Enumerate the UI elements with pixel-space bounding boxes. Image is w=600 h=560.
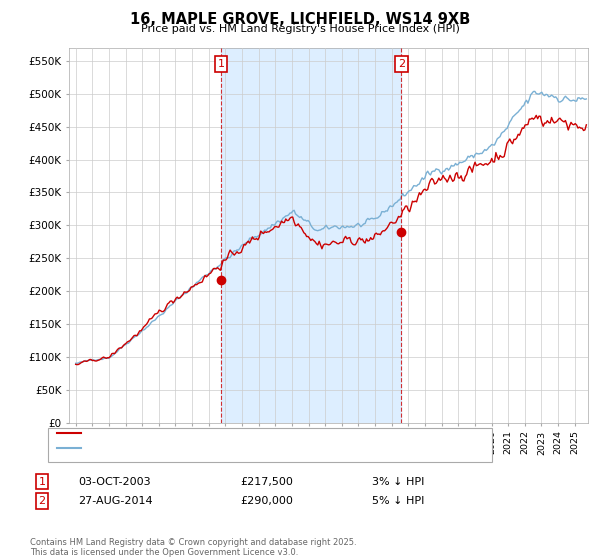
Text: 16, MAPLE GROVE, LICHFIELD, WS14 9XB (detached house): 16, MAPLE GROVE, LICHFIELD, WS14 9XB (de… — [86, 428, 396, 438]
Text: £217,500: £217,500 — [240, 477, 293, 487]
Text: 5% ↓ HPI: 5% ↓ HPI — [372, 496, 424, 506]
Text: 2: 2 — [38, 496, 46, 506]
Text: £290,000: £290,000 — [240, 496, 293, 506]
Text: 1: 1 — [218, 59, 225, 69]
Text: Contains HM Land Registry data © Crown copyright and database right 2025.
This d: Contains HM Land Registry data © Crown c… — [30, 538, 356, 557]
Text: 16, MAPLE GROVE, LICHFIELD, WS14 9XB: 16, MAPLE GROVE, LICHFIELD, WS14 9XB — [130, 12, 470, 27]
Text: 1: 1 — [38, 477, 46, 487]
Text: HPI: Average price, detached house, Lichfield: HPI: Average price, detached house, Lich… — [86, 443, 323, 453]
Text: 3% ↓ HPI: 3% ↓ HPI — [372, 477, 424, 487]
Text: 03-OCT-2003: 03-OCT-2003 — [78, 477, 151, 487]
Bar — [221, 48, 401, 423]
Text: 27-AUG-2014: 27-AUG-2014 — [78, 496, 152, 506]
Text: 2: 2 — [398, 59, 405, 69]
Text: Price paid vs. HM Land Registry's House Price Index (HPI): Price paid vs. HM Land Registry's House … — [140, 24, 460, 34]
